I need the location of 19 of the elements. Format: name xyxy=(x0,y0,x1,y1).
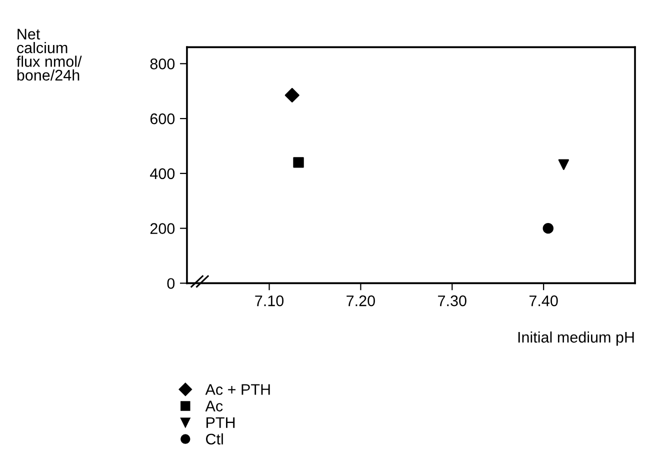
x-tick-label: 7.30 xyxy=(438,295,466,306)
x-tick-label: 7.40 xyxy=(529,295,558,306)
legend-label: Ac xyxy=(205,400,223,412)
legend-label: Ctl xyxy=(206,433,223,445)
y-axis-title: Net calcium flux nmol/ bone/24h xyxy=(16,28,82,81)
point xyxy=(542,222,554,234)
y-tick-label: 400 xyxy=(150,168,175,180)
point xyxy=(558,159,570,170)
x-axis-title: Initial medium pH xyxy=(518,331,634,346)
legend-label: Ac + PTH xyxy=(205,384,270,395)
point xyxy=(284,88,300,103)
y-tick-label: 200 xyxy=(150,223,175,234)
point xyxy=(293,157,304,168)
x-tick-label: 7.10 xyxy=(255,295,284,306)
y-tick-label: 600 xyxy=(150,113,175,124)
legend-label: PTH xyxy=(206,417,235,428)
x-tick-label: 7.20 xyxy=(346,295,375,306)
y-tick-label: 0 xyxy=(167,278,175,289)
y-tick-label: 800 xyxy=(150,58,175,70)
